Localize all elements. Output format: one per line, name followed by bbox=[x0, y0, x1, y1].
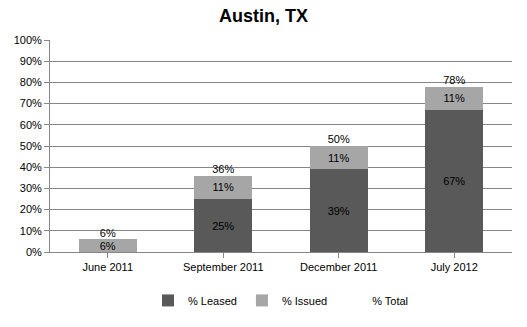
svg-text:90%: 90% bbox=[20, 55, 42, 67]
svg-text:September 2011: September 2011 bbox=[183, 261, 264, 273]
svg-text:20%: 20% bbox=[20, 203, 42, 215]
svg-text:10%: 10% bbox=[20, 225, 42, 237]
svg-text:0%: 0% bbox=[26, 246, 42, 258]
svg-text:11%: 11% bbox=[444, 92, 465, 104]
svg-text:70%: 70% bbox=[20, 97, 42, 109]
svg-text:% Total: % Total bbox=[372, 295, 408, 307]
svg-text:78%: 78% bbox=[443, 74, 465, 86]
svg-text:% Leased: % Leased bbox=[188, 295, 237, 307]
svg-text:39%: 39% bbox=[328, 205, 350, 217]
svg-text:60%: 60% bbox=[20, 119, 42, 131]
svg-text:30%: 30% bbox=[20, 182, 42, 194]
svg-text:July 2012: July 2012 bbox=[431, 261, 478, 273]
svg-text:36%: 36% bbox=[212, 163, 234, 175]
svg-text:11%: 11% bbox=[213, 181, 234, 193]
svg-text:80%: 80% bbox=[20, 76, 42, 88]
svg-text:June 2011: June 2011 bbox=[82, 261, 133, 273]
svg-text:25%: 25% bbox=[212, 220, 234, 232]
svg-text:50%: 50% bbox=[328, 133, 350, 145]
svg-text:67%: 67% bbox=[443, 175, 465, 187]
svg-text:11%: 11% bbox=[328, 152, 349, 164]
svg-text:40%: 40% bbox=[20, 161, 42, 173]
svg-text:6%: 6% bbox=[100, 227, 116, 239]
svg-text:Austin, TX: Austin, TX bbox=[219, 6, 308, 26]
svg-text:% Issued: % Issued bbox=[282, 295, 327, 307]
svg-text:December 2011: December 2011 bbox=[300, 261, 377, 273]
svg-text:100%: 100% bbox=[14, 34, 42, 46]
svg-text:6%: 6% bbox=[100, 240, 116, 252]
svg-text:50%: 50% bbox=[20, 140, 42, 152]
